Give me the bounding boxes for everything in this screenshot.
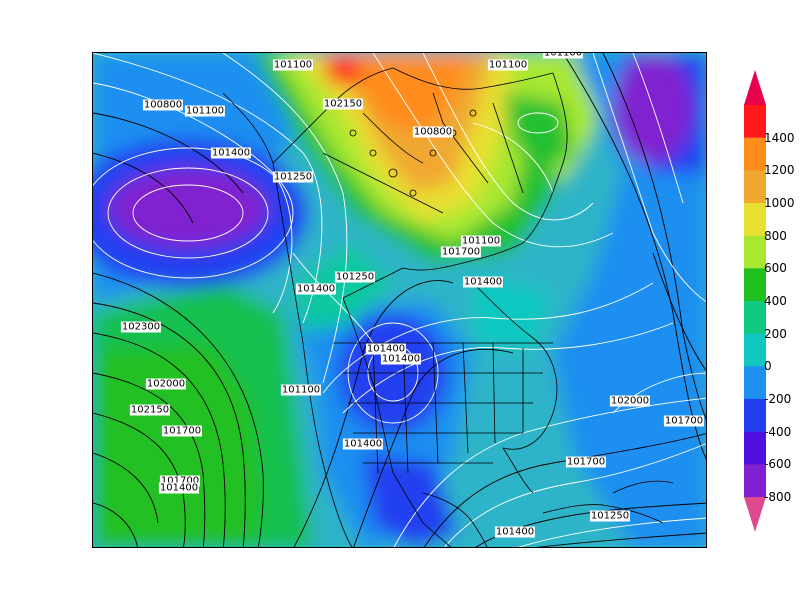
isobar-label: 102150	[322, 98, 364, 110]
isobar-label: 101400	[494, 526, 536, 538]
isobar-label: 101400	[365, 343, 407, 355]
isobar-label: 101400	[210, 147, 252, 159]
isobar-label: 102150	[129, 404, 171, 416]
map-panel: 101100 101100 101100 100800 101100 10215…	[92, 52, 707, 548]
isobar-label: 101100	[460, 235, 502, 247]
isobar-label: 101700	[159, 475, 201, 487]
isobar-label: 101400	[380, 353, 422, 365]
colorbar-band	[744, 235, 766, 269]
isobar-label: 101100	[542, 53, 584, 59]
isobar-label: 101700	[663, 415, 705, 427]
colorbar-band	[744, 137, 766, 171]
colorbar-band	[744, 464, 766, 498]
isobar-label: 100800	[142, 99, 184, 111]
colorbar-band	[744, 301, 766, 335]
isobar-label: 101100	[272, 59, 314, 71]
colorbar-band	[744, 268, 766, 302]
colorbar-band	[744, 399, 766, 433]
map-field	[93, 53, 706, 547]
isobar-label: 102300	[120, 321, 162, 333]
isobar-label: 101700	[440, 246, 482, 258]
colorbar-tick-label: 200	[764, 326, 787, 341]
colorbar-tick-label: 0	[764, 359, 772, 374]
isobar-label: 101400	[342, 438, 384, 450]
colorbar-band	[744, 203, 766, 237]
isobar-label: 101100	[280, 384, 322, 396]
isobar-label: 101250	[272, 171, 314, 183]
colorbar-tick-label: 800	[764, 228, 787, 243]
colorbar	[744, 70, 766, 532]
colorbar-band	[744, 105, 766, 139]
isobar-label: 101400	[158, 482, 200, 494]
colorbar-tick-label: 1000	[764, 196, 795, 210]
isobar-label: 101400	[295, 283, 337, 295]
isobar-label: 102000	[609, 395, 651, 407]
isobar-label: 101250	[589, 510, 631, 522]
colorbar-tick-label: 600	[764, 261, 787, 276]
colorbar-bottom-arrow	[744, 497, 766, 532]
isobar-label: 101100	[184, 105, 226, 117]
colorbar-band	[744, 431, 766, 465]
colorbar-tick-label: 1200	[764, 163, 795, 178]
isobar-label: 101700	[565, 456, 607, 468]
colorbar-tick-label: -800	[764, 490, 792, 504]
colorbar-band	[744, 333, 766, 367]
colorbar-tick-label: -200	[764, 392, 792, 406]
colorbar-band	[744, 366, 766, 400]
colorbar-band	[744, 170, 766, 204]
isobar-label: 101250	[334, 271, 376, 283]
colorbar-tick-label: 1400	[764, 130, 795, 145]
colorbar-tick-label: -400	[764, 424, 792, 439]
isobar-label: 100800	[412, 126, 454, 138]
colorbar-tick-label: -600	[764, 457, 792, 472]
isobar-label: 101700	[161, 425, 203, 437]
isobar-label: 101400	[462, 276, 504, 288]
colorbar-tick-label: 400	[764, 294, 787, 308]
colorbar-top-arrow	[744, 70, 766, 105]
isobar-label: 102000	[145, 378, 187, 390]
isobar-label: 101100	[487, 59, 529, 71]
